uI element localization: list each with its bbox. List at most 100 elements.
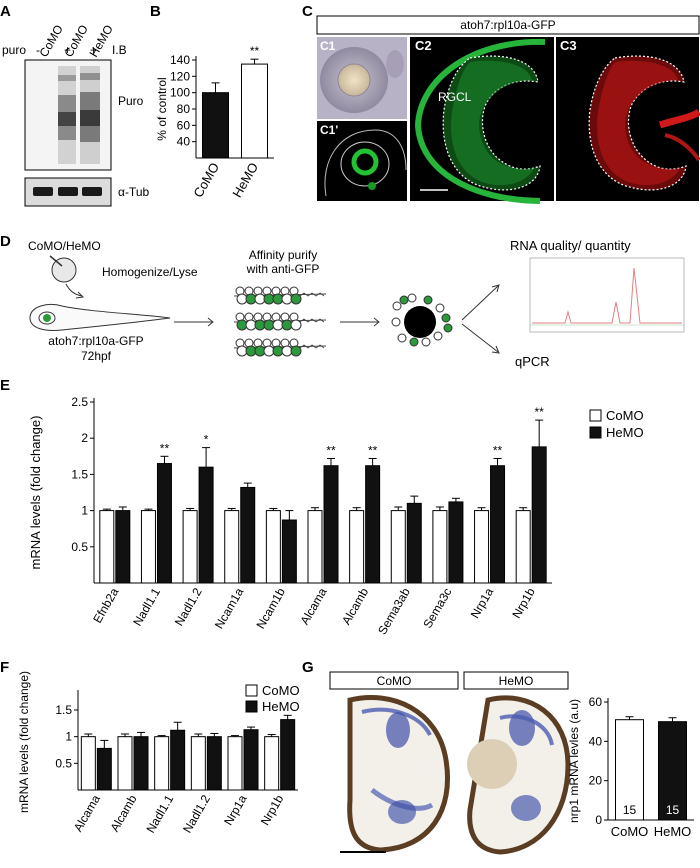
- bar: [515, 510, 531, 584]
- panel-letter-b: B: [150, 3, 161, 20]
- panel-d: D CoMO/HeMO Homogenize/Lyse atoh7:rpl10a…: [0, 233, 685, 369]
- legend-f-hemo: HeMO: [262, 699, 300, 714]
- lane-label-1: CoMO: [36, 22, 65, 59]
- y-tick-label: 100: [170, 86, 190, 100]
- y-tick-label: 120: [170, 69, 190, 83]
- panel-g: G CoMO HeMO 0 20 40 60 nrp1 mRNA levles (a.u…: [302, 659, 694, 855]
- bead-icon: [391, 293, 453, 347]
- bar: [99, 510, 115, 584]
- significance-mark: **: [326, 443, 336, 457]
- arrow-3-head: [491, 284, 500, 293]
- y-axis-label: % of control: [155, 77, 169, 140]
- c1-image: [317, 37, 407, 119]
- y-tick-label: 2.5: [71, 395, 88, 409]
- legend-e-hemo: HeMO: [606, 425, 644, 440]
- affinity-label-2: with anti-GFP: [246, 262, 320, 276]
- bar: [202, 92, 229, 159]
- ib-label: I.B: [112, 43, 127, 57]
- x-tick-label: Nrp1b: [509, 585, 538, 621]
- g-label-box-2: [463, 671, 569, 690]
- c2-image: [410, 37, 554, 204]
- panel-letter-d: D: [0, 233, 11, 250]
- x-tick-label: CoMO: [611, 824, 649, 839]
- g-image-como: [340, 695, 450, 853]
- bar-label: 15: [623, 803, 637, 817]
- puro-sign-2: +: [64, 43, 71, 57]
- bar: [265, 510, 281, 584]
- blot-bottom-label: α-Tub: [118, 185, 149, 199]
- g-image-hemo: [467, 695, 571, 855]
- x-tick-label: Nrp1a: [468, 585, 497, 621]
- injection-icon: [49, 255, 85, 299]
- bar: [323, 465, 339, 584]
- bar: [307, 510, 323, 584]
- c2-label: C2: [415, 38, 432, 53]
- chart-b: 40 60 80 100 120 140% of control CoMO ** HeMO: [155, 44, 274, 200]
- bar-label: 15: [666, 803, 680, 817]
- bioanalyzer-trace: [529, 257, 685, 333]
- c3-label: C3: [560, 38, 577, 53]
- x-tick-label: Sema3ab: [375, 585, 413, 637]
- bar: [206, 736, 222, 791]
- fish-line-label: atoh7:rpl10a-GFP: [48, 334, 143, 348]
- chart-e: 0.5 1 1.5 2 2.5 mRNA levels (fold change) Efnb…: [28, 395, 552, 637]
- legend-e: CoMO HeMO: [589, 408, 644, 440]
- y-axis-label: mRNA levels (fold change): [28, 416, 43, 570]
- bar: [432, 510, 448, 584]
- x-tick-label: Nrp1a: [221, 792, 250, 828]
- affinity-label-1: Affinity purify: [249, 248, 317, 262]
- x-tick-label: Efnb2a: [90, 585, 121, 625]
- x-tick-label: Ncam1a: [212, 585, 247, 631]
- arrow-4-head: [491, 345, 500, 354]
- puro-sign-1: -: [36, 43, 40, 57]
- ribosome-strings: [233, 286, 327, 357]
- panel-letter-a: A: [0, 3, 11, 20]
- g-label-como: CoMO: [377, 674, 412, 688]
- significance-mark: **: [250, 44, 260, 58]
- bar: [264, 736, 280, 791]
- stage-label: 72hpf: [81, 349, 112, 363]
- bar: [448, 501, 464, 584]
- bar: [96, 747, 112, 791]
- y-tick-label: 1.5: [71, 467, 88, 481]
- significance-mark: **: [535, 405, 545, 419]
- panel-e: E 0.5 1 1.5 2 2.5 mRNA levels (fold change) Ef…: [0, 377, 644, 637]
- c3-image: [556, 37, 700, 201]
- bar: [406, 502, 422, 584]
- significance-mark: *: [204, 433, 209, 447]
- arrow-2-head: [373, 317, 380, 327]
- puro-sign-3: +: [90, 43, 97, 57]
- bar: [198, 466, 214, 584]
- y-tick-label: 20: [589, 774, 603, 788]
- panel-letter-f: F: [0, 659, 9, 676]
- y-tick-label: 0.5: [55, 756, 72, 770]
- bar: [349, 510, 365, 584]
- panel-letter-e: E: [0, 377, 10, 394]
- panel-a: A CoMO CoMO HeMO puro - + + I.B Puro α-: [0, 3, 149, 207]
- homogenize-label: Homogenize/Lyse: [102, 265, 198, 279]
- chart-g: 0 20 40 60 nrp1 mRNA levles (a.u) 15 CoMO 15 HeM…: [567, 695, 694, 839]
- bar: [115, 510, 131, 584]
- y-tick-label: 1: [65, 730, 72, 744]
- bar: [224, 510, 240, 584]
- ribosome-large: [290, 345, 302, 357]
- x-tick-label: CoMO: [190, 160, 222, 200]
- y-tick-label: 1: [81, 504, 88, 518]
- x-tick-label: Nadl1.2: [180, 792, 213, 835]
- polya-tail: [299, 292, 325, 297]
- x-tick-label: HeMO: [229, 160, 261, 200]
- puro-blot: [24, 59, 112, 171]
- arrow-3: [461, 285, 499, 321]
- bar: [365, 465, 381, 584]
- bar: [170, 729, 186, 791]
- bar: [280, 719, 296, 791]
- x-tick-label: Ncam1b: [253, 585, 288, 631]
- significance-mark: **: [160, 441, 170, 455]
- bar: [140, 510, 156, 584]
- c1-prime-image: [317, 121, 407, 201]
- c-header: atoh7:rpl10a-GFP: [460, 18, 555, 32]
- bar: [156, 463, 172, 584]
- bar: [281, 519, 297, 584]
- ribosome-large: [290, 319, 302, 331]
